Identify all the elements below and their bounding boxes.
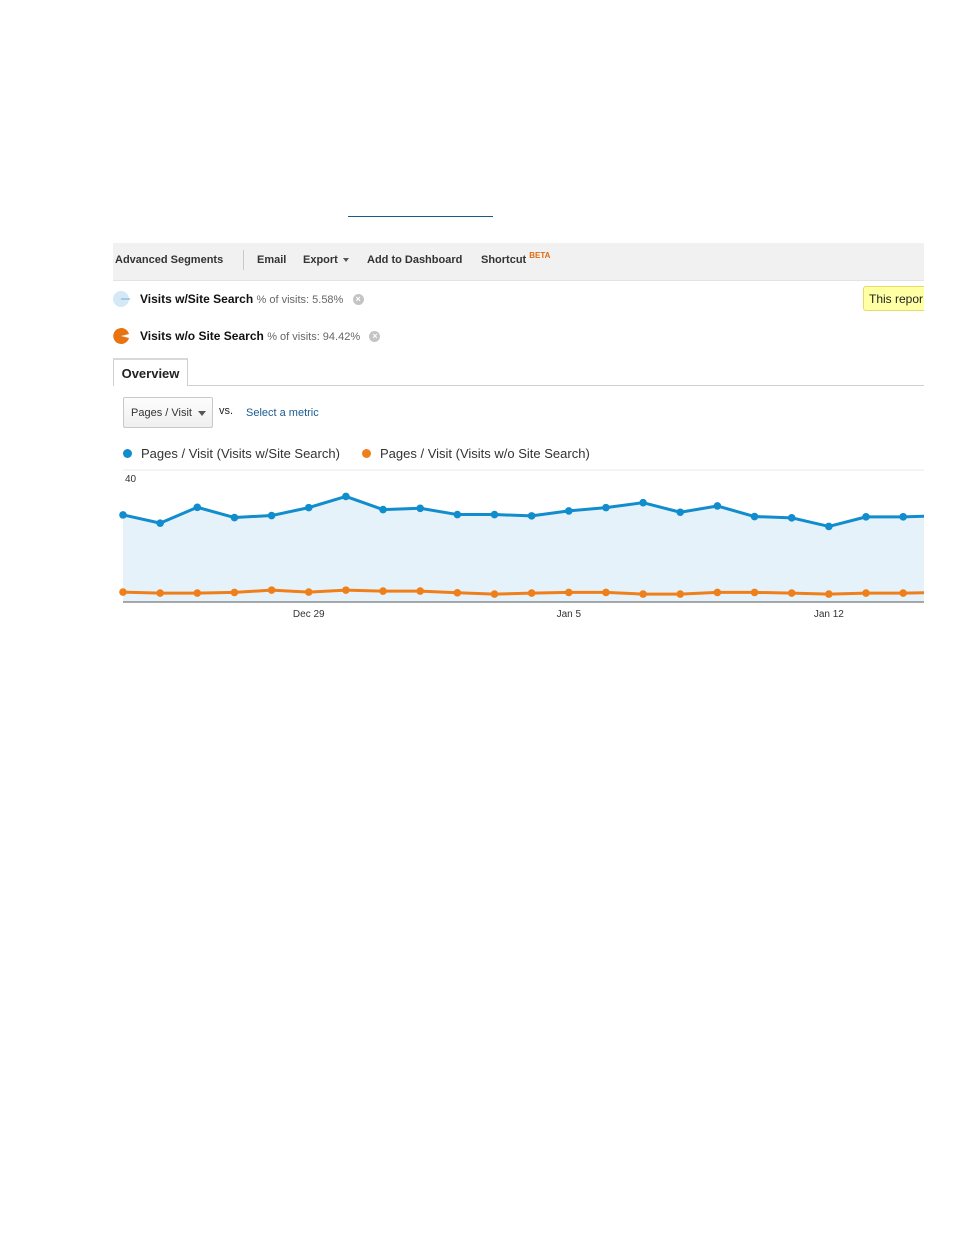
close-icon[interactable]: × (369, 331, 381, 342)
legend-item-with-site-search[interactable]: Pages / Visit (Visits w/Site Search) (123, 446, 340, 461)
data-point (825, 522, 833, 531)
data-point (787, 514, 796, 522)
data-point (825, 590, 833, 598)
data-point (342, 586, 350, 594)
shortcut-label: Shortcut (481, 254, 527, 266)
data-point (899, 513, 907, 521)
data-point (676, 508, 685, 517)
data-point (676, 590, 685, 598)
page-edge (924, 280, 954, 320)
chevron-down-icon (342, 258, 349, 263)
segment-percentage: % of visits: 5.58% (256, 294, 344, 306)
data-point (416, 504, 425, 513)
data-point (713, 502, 722, 510)
data-point (862, 589, 870, 597)
tab-baseline (113, 385, 924, 386)
data-point (602, 503, 610, 512)
data-point (156, 589, 164, 597)
export-label: Export (303, 254, 338, 266)
segment-percentage: % of visits: 94.42% (267, 331, 361, 343)
data-point (750, 588, 759, 597)
data-point (193, 503, 202, 512)
data-point (267, 511, 276, 520)
export-button[interactable]: Export (303, 254, 349, 266)
data-point (379, 505, 387, 514)
legend-dot-icon (362, 449, 371, 458)
email-button[interactable]: Email (257, 254, 287, 266)
shortcut-button[interactable]: Shortcut BETA (481, 251, 551, 266)
data-point (304, 588, 313, 596)
data-point (639, 498, 647, 507)
legend-label: Pages / Visit (Visits w/Site Search) (141, 446, 340, 461)
pie-segment-icon (113, 291, 130, 307)
top-underline-link[interactable] (348, 216, 493, 217)
segment-name: Visits w/o Site Search (140, 329, 264, 343)
data-point (490, 510, 499, 519)
data-point (639, 590, 647, 598)
metric-select[interactable]: Pages / Visit (123, 397, 213, 428)
data-point (119, 511, 127, 519)
pie-segment-icon (113, 328, 129, 344)
data-point (750, 512, 759, 521)
advanced-segments-button[interactable]: Advanced Segments (115, 254, 224, 266)
beta-badge: BETA (529, 251, 551, 260)
vs-label: vs. (219, 405, 234, 417)
tab-overview[interactable]: Overview (113, 358, 188, 386)
close-icon[interactable]: × (352, 294, 364, 305)
data-point (787, 589, 796, 597)
data-point (119, 588, 127, 596)
data-point (304, 503, 313, 512)
data-point (230, 513, 239, 522)
data-point (379, 587, 387, 595)
data-point (267, 586, 276, 594)
add-to-dashboard-button[interactable]: Add to Dashboard (367, 254, 463, 266)
data-point (899, 589, 907, 597)
data-point (527, 512, 536, 520)
x-tick-label: Jan 5 (557, 609, 582, 620)
y-tick-label: 40 (125, 474, 137, 485)
legend-dot-icon (123, 449, 132, 458)
x-tick-label: Dec 29 (293, 609, 325, 620)
metric-select-value: Pages / Visit (131, 407, 192, 419)
data-point (565, 507, 573, 515)
report-notice-tooltip: This repor (863, 286, 933, 311)
data-point (565, 588, 573, 597)
data-point (416, 587, 425, 595)
data-point (713, 588, 722, 597)
series-area (123, 496, 924, 602)
data-point (490, 590, 499, 598)
data-point (230, 588, 239, 597)
chevron-down-icon (198, 411, 206, 416)
x-tick-label: Jan 12 (814, 609, 844, 620)
toolbar-divider (243, 250, 244, 270)
data-point (602, 588, 610, 597)
data-point (527, 589, 536, 597)
select-metric-link[interactable]: Select a metric (246, 407, 319, 419)
data-point (453, 510, 462, 519)
data-point (342, 492, 350, 501)
legend-item-without-site-search[interactable]: Pages / Visit (Visits w/o Site Search) (362, 446, 590, 461)
legend-label: Pages / Visit (Visits w/o Site Search) (380, 446, 590, 461)
data-point (862, 513, 870, 521)
report-toolbar: Advanced Segments Email Export Add to Da… (113, 243, 924, 281)
data-point (156, 519, 164, 527)
data-point (193, 589, 202, 597)
data-point (453, 588, 462, 597)
segment-name: Visits w/Site Search (140, 292, 254, 306)
